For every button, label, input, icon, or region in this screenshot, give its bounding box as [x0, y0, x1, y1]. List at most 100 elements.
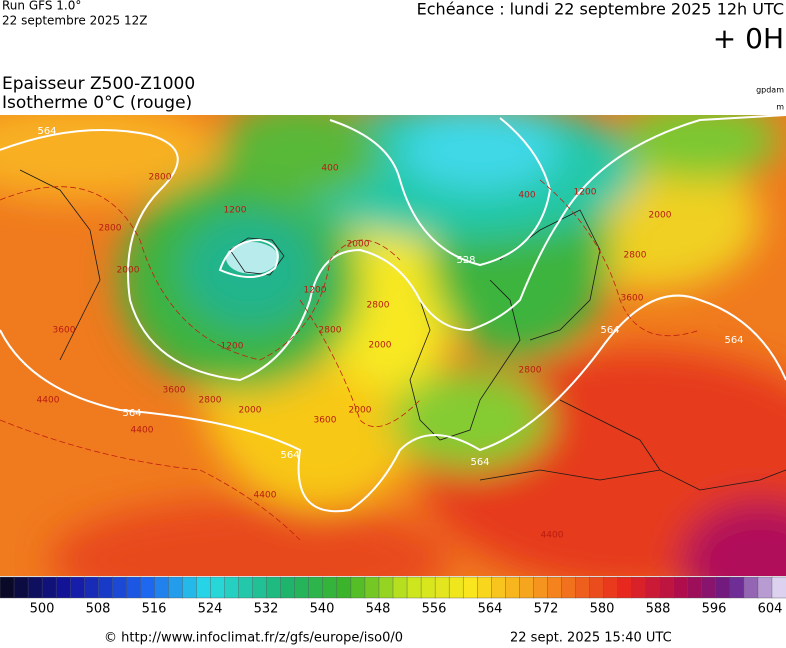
map-subtitle: Isotherme 0°C (rouge): [2, 93, 192, 113]
color-swatch: [224, 576, 240, 599]
color-swatch: [27, 576, 43, 599]
color-swatch: [84, 576, 99, 599]
color-swatch: [743, 576, 759, 599]
color-swatch: [533, 576, 549, 599]
color-swatch: [112, 576, 128, 599]
color-swatch: [406, 576, 422, 599]
color-swatch: [0, 576, 15, 599]
color-swatch: [378, 576, 394, 599]
isotherm-label: 2800: [624, 251, 647, 261]
isotherm-label: 2800: [99, 224, 122, 234]
isotherm-label: 2000: [117, 266, 140, 276]
isotherm-label: 4400: [131, 426, 154, 436]
color-swatch: [462, 576, 478, 599]
color-swatch: [645, 576, 661, 599]
color-swatch: [617, 576, 633, 599]
offset: + 0H: [713, 22, 784, 55]
colorbar-tick-label: 604: [758, 602, 783, 617]
colorbar-tick-label: 532: [254, 602, 279, 617]
colorbar-tick-label: 524: [198, 602, 223, 617]
color-swatch: [575, 576, 591, 599]
color-swatch: [210, 576, 226, 599]
colorbar-tick-label: 516: [142, 602, 167, 617]
color-swatch: [13, 576, 29, 599]
color-swatch: [308, 576, 324, 599]
color-swatch: [336, 576, 352, 599]
isotherm-label: 2800: [367, 301, 390, 311]
isotherm-label: 2000: [349, 406, 372, 416]
color-swatch: [252, 576, 268, 599]
isotherm-label: 3600: [53, 326, 76, 336]
color-swatch: [196, 576, 212, 599]
isotherm-label: 4400: [254, 491, 277, 501]
colorbar-tick-label: 540: [310, 602, 335, 617]
colorbar-tick-label: 500: [30, 602, 55, 617]
footer-timestamp: 22 sept. 2025 15:40 UTC: [510, 631, 672, 646]
isotherm-label: 1200: [224, 206, 247, 216]
footer-source: © http://www.infoclimat.fr/z/gfs/europe/…: [104, 631, 403, 646]
isotherm-label: 2800: [519, 366, 542, 376]
thickness-label: 564: [600, 325, 619, 336]
colorbar-tick-label: 572: [534, 602, 559, 617]
isotherm-label: 1200: [304, 286, 327, 296]
color-swatch: [687, 576, 703, 599]
map: 564 528 564 564 564 564 564 2800 1200 400 400 1200 2…: [0, 115, 786, 576]
color-swatch: [98, 576, 113, 599]
color-swatch: [266, 576, 282, 599]
isotherm-label: 3600: [314, 416, 337, 426]
color-swatch: [757, 576, 773, 599]
thickness-label: 564: [470, 457, 489, 468]
thickness-label: 564: [37, 126, 56, 137]
color-swatch: [477, 576, 492, 599]
color-swatch: [280, 576, 296, 599]
color-swatch: [140, 576, 156, 599]
color-swatch: [519, 576, 535, 599]
color-swatch: [294, 576, 310, 599]
color-swatch: [392, 576, 408, 599]
isotherm-label: 2000: [347, 240, 370, 250]
isotherm-label: 1200: [574, 188, 597, 198]
color-swatch: [603, 576, 619, 599]
echeance: Echéance : lundi 22 septembre 2025 12h U…: [417, 0, 784, 19]
map-title: Epaisseur Z500-Z1000: [2, 74, 195, 94]
colorbar-tick-label: 580: [590, 602, 615, 617]
color-swatch: [182, 576, 198, 599]
isotherm-label: 3600: [163, 386, 186, 396]
color-swatch: [168, 576, 184, 599]
isotherm-label: 2800: [199, 396, 222, 406]
color-swatch: [673, 576, 689, 599]
colorbar-tick-label: 508: [86, 602, 111, 617]
isotherm-label: 2000: [369, 341, 392, 351]
unit-gpdam: gpdam: [756, 86, 784, 95]
color-swatch: [729, 576, 745, 599]
color-swatch: [126, 576, 142, 599]
color-swatch: [434, 576, 450, 599]
thickness-label: 564: [280, 450, 299, 461]
color-swatch: [322, 576, 338, 599]
color-swatch: [701, 576, 717, 599]
color-swatch: [631, 576, 647, 599]
isotherm-label: 4400: [541, 531, 564, 541]
isotherm-label: 1200: [221, 342, 244, 352]
color-swatch: [420, 576, 436, 599]
color-swatch: [547, 576, 563, 599]
thickness-label: 564: [122, 408, 141, 419]
color-swatch: [238, 576, 254, 599]
colorbar-tick-label: 564: [478, 602, 503, 617]
colorbar-tick-label: 556: [422, 602, 447, 617]
isotherm-label: 2000: [649, 211, 672, 221]
color-swatch: [364, 576, 380, 599]
color-swatch: [505, 576, 521, 599]
isotherm-label: 2800: [149, 173, 172, 183]
color-swatch: [154, 576, 170, 599]
color-swatch: [69, 576, 85, 599]
color-swatch: [659, 576, 675, 599]
color-swatch: [589, 576, 605, 599]
isotherm-label: 3600: [621, 294, 644, 304]
thickness-label: 528: [456, 255, 475, 266]
unit-m: m: [776, 103, 784, 112]
isotherm-label: 2800: [319, 326, 342, 336]
color-swatch: [715, 576, 731, 599]
color-swatch: [41, 576, 57, 599]
